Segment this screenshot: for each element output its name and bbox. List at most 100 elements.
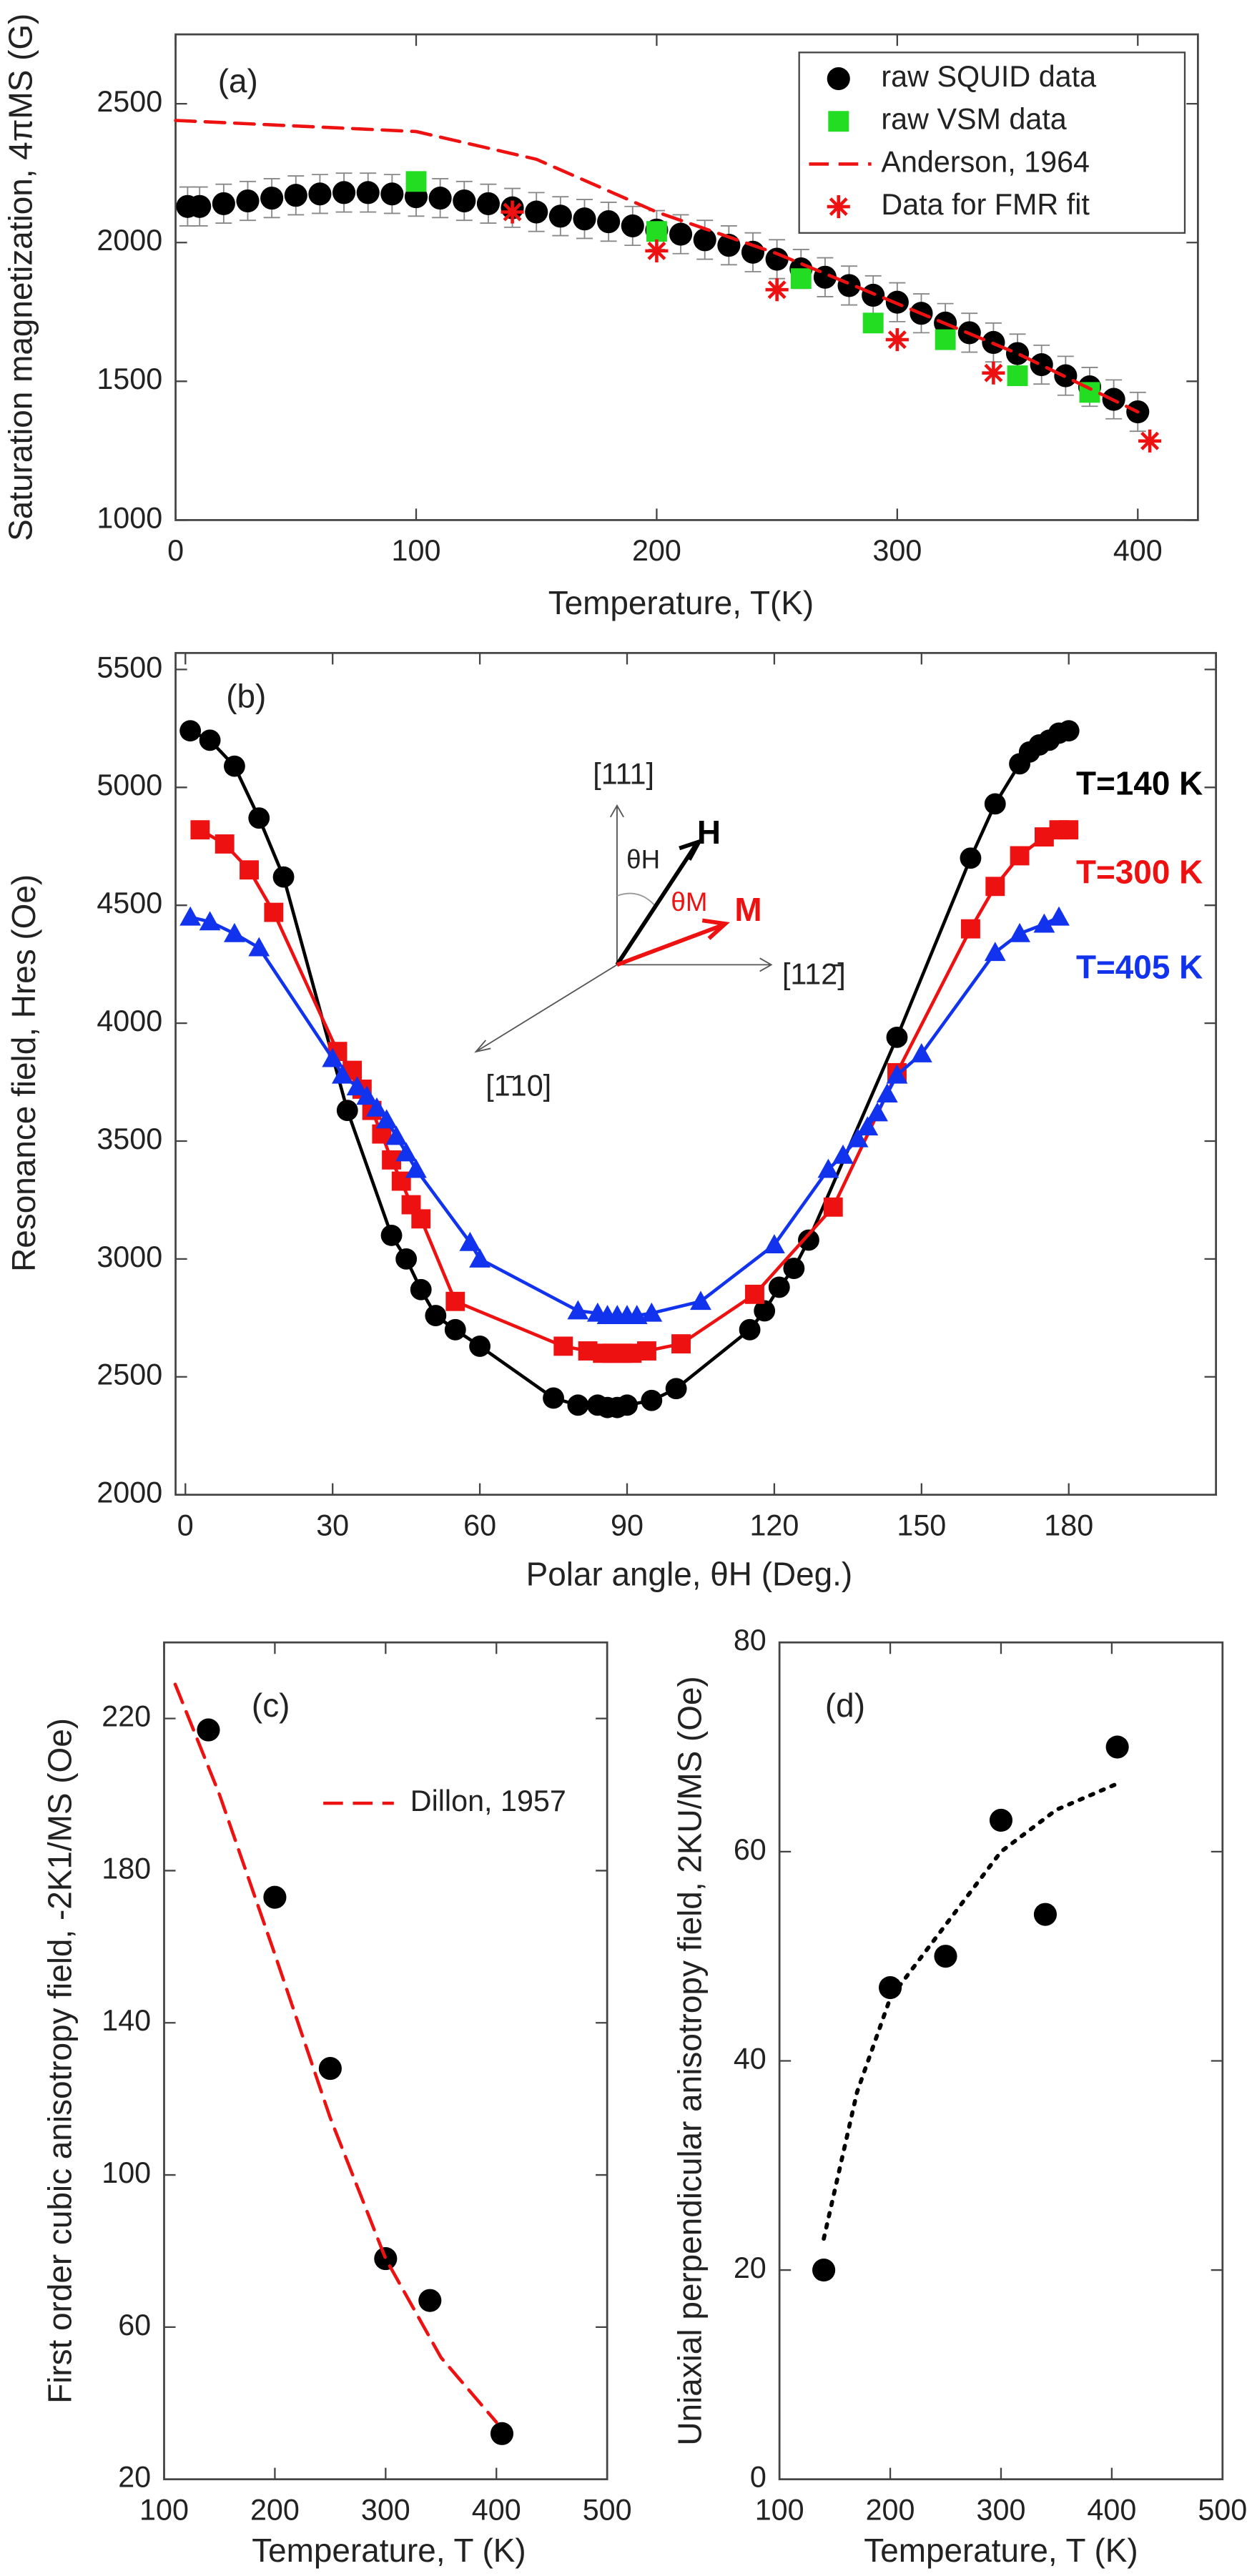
point [336,1100,358,1122]
series-line [188,729,1071,1409]
point [960,847,982,869]
x-axis-label: Polar angle, θH (Deg.) [526,1556,853,1593]
point [366,1097,388,1117]
y-tick-label: 2000 [97,224,162,257]
y-tick-label: 1000 [97,501,162,534]
point [543,1387,564,1409]
x-tick-label: 400 [1113,534,1163,567]
legend-label: raw VSM data [881,103,1066,136]
x-axis-label: Temperature, T(K) [548,584,814,621]
point [573,207,596,231]
y-axis-label: First order cubic anisotropy field, -2K1… [41,1718,78,2404]
point [212,192,235,215]
point [1033,1903,1058,1926]
point [1033,913,1055,933]
point [308,182,332,206]
point [490,2422,514,2445]
y-tick-label: 220 [102,1700,151,1733]
point [857,1116,879,1136]
x-tick-label: 300 [361,2494,410,2527]
inset-arc [616,892,657,908]
point [405,1158,427,1178]
y-tick-label: 5000 [97,769,162,801]
x-tick-label: 500 [1198,2494,1247,2527]
series-label: T=300 K [1076,853,1203,890]
series-line [188,915,1061,1318]
point [1105,1735,1129,1759]
point [199,911,221,931]
point [790,268,812,290]
point [1048,906,1070,926]
inset-label: [111] [593,757,654,790]
point [260,187,284,210]
point [380,1224,403,1246]
point [476,192,500,215]
point [754,1300,776,1322]
x-tick-label: 60 [463,1509,496,1541]
point [548,204,572,228]
point [886,1026,908,1048]
point [1138,429,1162,453]
point [224,755,245,777]
series-label: T=140 K [1076,764,1203,801]
x-tick-label: 100 [392,534,441,567]
y-tick-label: 20 [734,2251,766,2284]
point [501,200,524,224]
y-axis-label: Saturation magnetization, 4πMS (G) [1,14,39,541]
series-line [173,1682,498,2424]
point [215,834,235,854]
plot-frame [163,1641,608,2481]
point [823,1197,843,1217]
plot-frame [174,33,1199,521]
x-tick-label: 300 [977,2494,1026,2527]
panel-label: (a) [218,62,258,99]
point [188,194,212,218]
point [453,189,476,213]
point [798,1229,819,1251]
series-line [198,828,1071,1356]
point [765,278,789,302]
point [765,247,789,271]
point [469,1248,491,1268]
point [984,793,1006,815]
x-tick-label: 200 [250,2494,300,2527]
point [690,1291,711,1311]
point [380,182,404,206]
y-tick-label: 180 [102,1852,151,1885]
point [847,1127,869,1148]
inset-label: H [697,814,721,851]
point [1030,352,1053,377]
point [1007,365,1028,387]
x-tick-label: 100 [139,2494,189,2527]
inset-label: [1̄10] [485,1069,551,1102]
point [1005,342,1030,365]
inset-label: M [734,891,761,928]
point [641,1389,663,1411]
point [179,906,202,926]
series-label: T=405 K [1076,948,1203,985]
y-tick-label: 4500 [97,887,162,919]
y-tick-label: 20 [118,2461,151,2494]
point [665,1378,687,1400]
y-tick-label: 3000 [97,1240,162,1273]
point [444,1318,466,1341]
x-tick-label: 150 [897,1509,946,1541]
point [525,200,548,224]
y-tick-label: 60 [734,1833,766,1866]
point [240,860,259,880]
y-tick-label: 1500 [97,362,162,395]
y-tick-label: 2000 [97,1476,162,1509]
point [395,1248,418,1270]
y-tick-label: 100 [102,2156,151,2189]
y-tick-label: 2500 [97,85,162,118]
point [284,184,307,207]
point [693,228,716,252]
inset-axes [474,804,773,1053]
point [199,729,221,751]
panel-label: (d) [825,1687,865,1724]
y-tick-label: 40 [734,2042,766,2075]
point [985,877,1005,897]
point [263,1885,287,1909]
